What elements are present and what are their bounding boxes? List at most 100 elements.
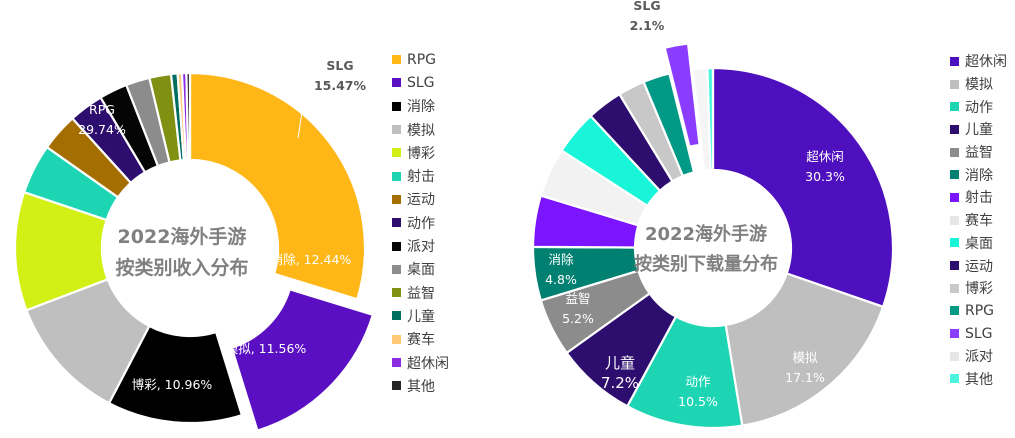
- legend-item: 消除: [392, 95, 449, 118]
- data-label-2-slg-2: 2.1%: [630, 18, 665, 33]
- legend-label: 桌面: [965, 235, 993, 252]
- data-label-1-e6b688e999a4: 消除, 12.44%: [271, 252, 352, 267]
- legend-swatch: [950, 147, 959, 157]
- legend-label: SLG: [965, 325, 993, 342]
- data-label-2-e58aa8e4bd9c-1: 动作: [685, 374, 711, 389]
- slice-2-14: [706, 66, 715, 172]
- legend-swatch: [392, 334, 401, 344]
- slg-leader-line: [297, 85, 307, 139]
- legend-item: RPG: [950, 300, 1007, 323]
- legend-item: 派对: [950, 345, 1007, 368]
- legend-item: 射击: [392, 164, 449, 187]
- legend-swatch: [392, 288, 401, 298]
- legend-swatch: [392, 311, 401, 321]
- legend-item: 运动: [392, 188, 449, 211]
- legend-swatch: [950, 351, 959, 361]
- legend-item: RPG: [392, 48, 449, 71]
- legend-item: 赛车: [392, 328, 449, 351]
- data-label-2-e58aa8e4bd9c-2: 10.5%: [678, 394, 718, 409]
- legend-item: 儿童: [392, 304, 449, 327]
- legend-item: 其他: [950, 368, 1007, 391]
- legend-label: 运动: [407, 192, 435, 209]
- legend-item: 儿童: [950, 118, 1007, 141]
- legend-label: 超休闲: [407, 355, 449, 372]
- legend-swatch: [950, 124, 959, 134]
- legend-swatch: [392, 218, 401, 228]
- data-label-2-e79b8ae699ba-2: 5.2%: [562, 311, 594, 326]
- legend-label: 其他: [407, 378, 435, 395]
- legend-swatch: [950, 56, 959, 66]
- legend-swatch: [392, 101, 401, 111]
- legend-label: SLG: [407, 74, 435, 91]
- legend-label: 桌面: [407, 262, 435, 279]
- data-label-2-e6b688e999a4-2: 4.8%: [545, 272, 577, 287]
- data-label-1-e58d9ae5bda9: 博彩, 10.96%: [132, 377, 213, 392]
- legend-swatch: [950, 192, 959, 202]
- legend-item: 超休闲: [392, 351, 449, 374]
- legend-item: 模拟: [950, 73, 1007, 96]
- slice-2-11: [642, 72, 696, 178]
- legend-downloads: 超休闲模拟动作儿童益智消除射击赛车桌面运动博彩 RPG SLG 派对其他: [950, 50, 1007, 390]
- data-label-1-slg-2: 15.47%: [314, 78, 367, 93]
- slice-2-0: [711, 66, 895, 308]
- legend-item: SLG: [950, 322, 1007, 345]
- data-label-2-e8b685e4bc91e997b2-1: 超休闲: [806, 149, 844, 164]
- legend-item: 赛车: [950, 209, 1007, 232]
- legend-item: 模拟: [392, 118, 449, 141]
- chart-2-title-line-1: 2022海外手游: [645, 223, 767, 245]
- legend-label: 益智: [407, 285, 435, 302]
- legend-item: 运动: [950, 254, 1007, 277]
- legend-swatch: [950, 238, 959, 248]
- legend-label: 儿童: [965, 122, 993, 139]
- legend-swatch: [950, 329, 959, 339]
- slice-2-12: [663, 42, 701, 148]
- legend-label: 动作: [965, 99, 993, 116]
- legend-label: 超休闲: [965, 54, 1007, 71]
- legend-swatch: [392, 55, 401, 65]
- legend-item: 益智: [392, 281, 449, 304]
- legend-item: 博彩: [950, 277, 1007, 300]
- legend-label: 派对: [965, 349, 993, 366]
- data-label-2-e6a8a1e68b9f-1: 模拟: [792, 350, 818, 365]
- legend-item: 桌面: [392, 258, 449, 281]
- chart-2-title-line-2: 按类别下载量分布: [634, 253, 778, 275]
- legend-swatch: [392, 194, 401, 204]
- legend-label: 运动: [965, 258, 993, 275]
- data-label-1-e6a8a1e68b9f: 模拟, 11.56%: [226, 341, 307, 356]
- legend-item: 博彩: [392, 141, 449, 164]
- data-label-1-rpg-1: RPG: [89, 102, 115, 117]
- legend-item: 射击: [950, 186, 1007, 209]
- legend-swatch: [950, 374, 959, 384]
- legend-label: 儿童: [407, 308, 435, 325]
- legend-label: 博彩: [407, 145, 435, 162]
- legend-label: 益智: [965, 145, 993, 162]
- slice-1-14: [185, 71, 192, 162]
- data-label-2-e79b8ae699ba-1: 益智: [565, 291, 590, 306]
- legend-swatch: [392, 264, 401, 274]
- legend-label: 派对: [407, 239, 435, 256]
- data-label-2-e6a8a1e68b9f-2: 17.1%: [785, 370, 825, 385]
- chart-1-title-line-2: 按类别收入分布: [115, 256, 248, 279]
- legend-label: 消除: [965, 167, 993, 184]
- chart-1-title-line-1: 2022海外手游: [118, 225, 247, 248]
- data-label-2-e8b685e4bc91e997b2-2: 30.3%: [805, 169, 845, 184]
- legend-revenue: RPG SLG 消除 模拟博彩射击运动动作派对桌面益智儿童赛车超休闲其他: [392, 48, 449, 397]
- legend-item: 派对: [392, 234, 449, 257]
- legend-item: 超休闲: [950, 50, 1007, 73]
- slice-1-0: [188, 71, 367, 301]
- legend-swatch: [392, 241, 401, 251]
- legend-label: 射击: [407, 169, 435, 186]
- legend-item: 动作: [392, 211, 449, 234]
- slice-1-1: [230, 288, 374, 432]
- data-label-1-slg-1: SLG: [326, 58, 353, 73]
- legend-swatch: [950, 102, 959, 112]
- legend-swatch: [392, 358, 401, 367]
- legend-swatch: [950, 261, 959, 271]
- legend-swatch: [392, 125, 401, 135]
- legend-label: 赛车: [965, 213, 993, 230]
- data-label-1-rpg-2: 29.74%: [78, 122, 126, 137]
